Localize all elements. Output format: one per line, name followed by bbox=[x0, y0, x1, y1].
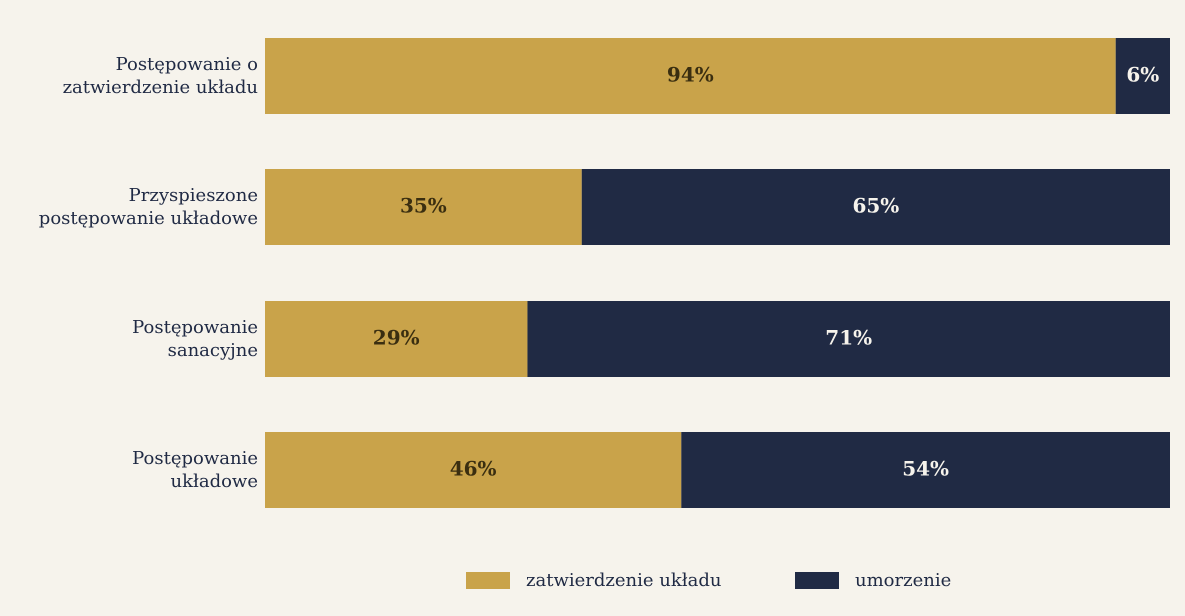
legend-swatch bbox=[466, 572, 510, 589]
data-label: 35% bbox=[400, 194, 447, 218]
bar-segment bbox=[581, 169, 1170, 245]
legend-label: zatwierdzenie układu bbox=[526, 570, 721, 591]
bar-segment bbox=[1115, 38, 1170, 114]
data-label: 65% bbox=[852, 194, 899, 218]
bar-segment bbox=[681, 432, 1170, 508]
data-label: 6% bbox=[1126, 63, 1159, 87]
legend-label: umorzenie bbox=[855, 570, 951, 591]
bar-segment bbox=[265, 38, 1116, 114]
y-tick-label: Postępowanie o zatwierdzenie układu bbox=[62, 54, 258, 98]
data-label: 94% bbox=[667, 63, 714, 87]
data-label: 71% bbox=[825, 326, 872, 350]
y-tick-label: Przyspieszone postępowanie układowe bbox=[38, 185, 258, 229]
y-tick-label: Postępowanie sanacyjne bbox=[132, 317, 258, 361]
bar-segment bbox=[265, 169, 582, 245]
bar-segment bbox=[527, 301, 1170, 377]
bar-segment bbox=[265, 301, 528, 377]
data-label: 29% bbox=[373, 326, 420, 350]
y-tick-label: Postępowanie układowe bbox=[132, 448, 258, 492]
legend-swatch bbox=[795, 572, 839, 589]
data-label: 54% bbox=[902, 457, 949, 481]
data-label: 46% bbox=[450, 457, 497, 481]
bar-segment bbox=[265, 432, 682, 508]
